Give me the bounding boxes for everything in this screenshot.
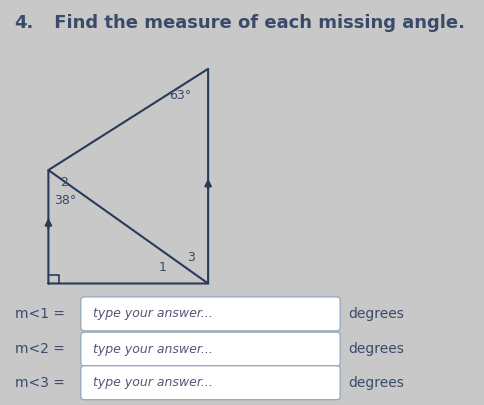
Text: type your answer...: type your answer... [93,343,213,356]
Text: degrees: degrees [348,376,404,390]
Text: 1: 1 [158,261,166,274]
Text: degrees: degrees [348,342,404,356]
Text: m<3 =: m<3 = [15,376,64,390]
Text: 63°: 63° [169,89,192,102]
Text: 4.: 4. [15,14,34,32]
FancyBboxPatch shape [81,297,340,331]
Text: 38°: 38° [54,194,76,207]
Text: Find the measure of each missing angle.: Find the measure of each missing angle. [48,14,466,32]
Text: 2: 2 [60,176,68,189]
FancyBboxPatch shape [81,366,340,400]
Text: type your answer...: type your answer... [93,376,213,389]
Text: m<2 =: m<2 = [15,342,64,356]
Text: 3: 3 [187,251,195,264]
Text: type your answer...: type your answer... [93,307,213,320]
FancyBboxPatch shape [81,332,340,366]
Text: m<1 =: m<1 = [15,307,64,321]
Text: degrees: degrees [348,307,404,321]
